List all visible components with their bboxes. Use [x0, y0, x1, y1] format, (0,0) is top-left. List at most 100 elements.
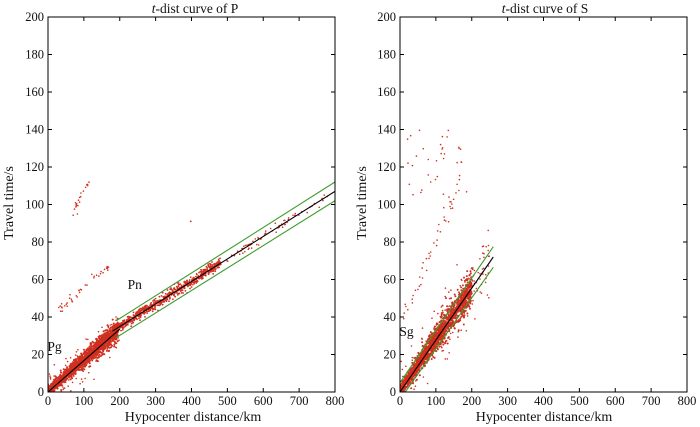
- data-point: [459, 148, 462, 150]
- data-point: [91, 350, 93, 353]
- data-point: [183, 286, 186, 289]
- data-point: [451, 301, 454, 304]
- data-point: [411, 377, 414, 380]
- data-point: [413, 374, 416, 377]
- data-point: [192, 284, 194, 286]
- data-point: [53, 378, 56, 381]
- data-point: [480, 292, 483, 295]
- y-tick-label: 0: [390, 385, 396, 399]
- data-point: [456, 301, 459, 304]
- data-point: [180, 292, 183, 294]
- data-point: [70, 298, 73, 301]
- data-point: [70, 390, 72, 392]
- data-point: [255, 243, 258, 246]
- data-point: [85, 359, 88, 362]
- data-point: [486, 294, 489, 296]
- data-point: [462, 323, 465, 326]
- data-point: [405, 385, 407, 388]
- data-point: [452, 198, 455, 201]
- data-point: [463, 289, 466, 292]
- data-point: [71, 381, 74, 384]
- data-point: [442, 325, 445, 328]
- data-point: [421, 267, 424, 269]
- data-point: [75, 360, 78, 363]
- data-point: [405, 365, 407, 368]
- data-point: [456, 183, 458, 186]
- data-point: [85, 350, 87, 353]
- data-point: [84, 284, 87, 286]
- data-point: [179, 283, 182, 286]
- data-point: [112, 325, 115, 328]
- data-point: [117, 324, 120, 327]
- data-point: [123, 319, 126, 322]
- data-point: [186, 279, 188, 282]
- data-point: [88, 181, 90, 183]
- data-point: [411, 366, 414, 369]
- data-point: [88, 365, 91, 368]
- data-point: [138, 317, 140, 320]
- data-point: [429, 331, 432, 334]
- y-tick-label: 60: [32, 273, 45, 287]
- data-point: [410, 387, 413, 390]
- data-point: [463, 314, 466, 317]
- data-point: [54, 378, 57, 380]
- data-point: [93, 346, 96, 349]
- data-point: [433, 335, 435, 337]
- data-point: [412, 393, 414, 395]
- data-point: [168, 292, 171, 294]
- data-point: [469, 270, 472, 273]
- data-point: [62, 380, 65, 383]
- data-point: [80, 364, 83, 366]
- data-point: [470, 281, 473, 284]
- data-point: [460, 286, 463, 289]
- data-point: [147, 310, 150, 313]
- x-tick-label: 800: [678, 394, 697, 408]
- data-point: [84, 364, 86, 367]
- data-point: [410, 345, 413, 347]
- data-point: [466, 279, 469, 282]
- data-point: [80, 352, 83, 355]
- data-point: [97, 341, 99, 344]
- data-point: [75, 358, 78, 360]
- data-point: [449, 338, 451, 341]
- data-point: [74, 354, 77, 356]
- data-point: [110, 340, 113, 343]
- data-point: [88, 351, 91, 354]
- data-point: [82, 190, 85, 192]
- data-point: [443, 216, 445, 218]
- data-point: [436, 334, 439, 337]
- p-title-italic: t: [152, 1, 157, 16]
- data-point: [201, 278, 203, 280]
- data-point: [103, 353, 106, 356]
- data-point: [446, 308, 448, 311]
- data-point: [414, 385, 417, 388]
- data-point: [145, 306, 148, 309]
- data-point: [422, 261, 424, 264]
- data-point: [61, 310, 64, 313]
- data-point: [435, 244, 438, 247]
- data-point: [93, 275, 95, 278]
- data-point: [246, 244, 248, 246]
- p-chart-title: t-dist curve of P: [152, 1, 239, 16]
- data-point: [188, 280, 191, 283]
- data-point: [63, 372, 65, 374]
- data-point: [68, 376, 70, 379]
- data-point: [412, 365, 415, 368]
- data-point: [468, 305, 471, 308]
- data-point: [429, 340, 432, 343]
- data-point: [75, 363, 77, 366]
- x-tick-label: 100: [427, 394, 446, 408]
- data-point: [411, 359, 414, 362]
- data-point: [404, 303, 407, 306]
- data-point: [83, 348, 85, 351]
- data-point: [411, 302, 414, 304]
- data-point: [440, 345, 442, 348]
- data-point: [438, 345, 441, 348]
- data-point: [429, 181, 432, 183]
- data-point: [207, 272, 210, 274]
- data-point: [428, 257, 430, 260]
- data-point: [461, 297, 464, 299]
- data-point: [75, 206, 77, 208]
- data-point: [420, 283, 422, 286]
- data-point: [402, 375, 404, 378]
